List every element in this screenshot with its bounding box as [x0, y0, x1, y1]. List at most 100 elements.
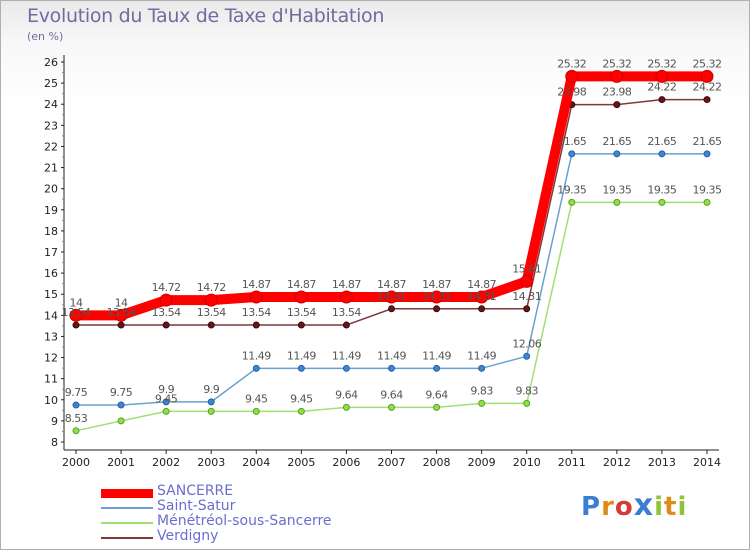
legend-label-saint-satur: Saint-Satur: [157, 498, 236, 514]
data-label-verdigny: 13.54: [62, 306, 91, 319]
data-point-saint-satur: [297, 364, 305, 372]
x-tick-label: 2011: [558, 456, 586, 469]
data-point-menetreol-sous-sancerre: [72, 427, 80, 435]
data-label-verdigny: 23.98: [557, 86, 586, 99]
data-point-saint-satur: [388, 364, 395, 372]
data-point-verdigny: [252, 321, 260, 329]
data-point-menetreol-sous-sancerre: [523, 399, 531, 407]
legend-swatch-saint-satur: [101, 507, 153, 509]
brand-letter: P: [581, 492, 602, 522]
y-tick-label: 23: [44, 119, 58, 132]
data-label-menetreol-sous-sancerre: 9.83: [470, 384, 493, 397]
data-point-menetreol-sous-sancerre: [703, 198, 711, 206]
y-tick-label: 13: [44, 330, 58, 343]
data-point-menetreol-sous-sancerre: [207, 407, 215, 415]
data-label-saint-satur: 21.65: [557, 135, 586, 148]
x-tick-label: 2013: [648, 456, 676, 469]
data-label-sancerre: 14.87: [242, 278, 271, 291]
x-tick-label: 2002: [152, 456, 180, 469]
data-point-verdigny: [342, 321, 350, 329]
data-point-sancerre: [385, 290, 398, 304]
legend-item-sancerre: SANCERRE: [101, 484, 361, 501]
data-point-saint-satur: [342, 364, 350, 372]
data-point-sancerre: [294, 290, 308, 304]
data-point-saint-satur: [568, 150, 576, 158]
data-label-sancerre: 15.61: [512, 262, 541, 275]
y-tick-label: 15: [44, 288, 58, 301]
data-label-verdigny: 14.31: [467, 290, 496, 303]
data-label-saint-satur: 11.49: [377, 349, 406, 362]
data-label-saint-satur: 11.49: [467, 349, 496, 362]
brand-logo: Proxiti: [581, 488, 687, 523]
data-point-saint-satur: [72, 401, 80, 409]
data-point-saint-satur: [703, 150, 711, 158]
data-label-sancerre: 25.32: [647, 57, 676, 70]
data-point-menetreol-sous-sancerre: [162, 407, 170, 415]
data-label-sancerre: 14.87: [422, 278, 451, 291]
data-label-verdigny: 13.54: [242, 306, 271, 319]
data-point-verdigny: [703, 96, 711, 104]
x-tick-label: 2004: [242, 456, 270, 469]
line-chart: 8 9 10 11 12 13 14 15 16 17 18 19 20 21 22 23 24 25 26 2000…: [44, 55, 722, 469]
data-label-verdigny: 24.22: [647, 81, 676, 94]
x-tick-label: 2008: [423, 456, 451, 469]
x-tick-label: 2009: [468, 456, 496, 469]
data-point-menetreol-sous-sancerre: [568, 198, 576, 206]
data-point-menetreol-sous-sancerre: [388, 403, 395, 411]
data-point-sancerre: [249, 290, 263, 304]
y-tick-label: 22: [44, 140, 58, 153]
data-point-verdigny: [297, 321, 305, 329]
data-label-saint-satur: 11.49: [422, 349, 451, 362]
data-point-verdigny: [523, 305, 531, 313]
data-point-sancerre: [655, 69, 669, 83]
data-label-verdigny: 14.31: [422, 290, 451, 303]
data-label-saint-satur: 11.49: [287, 349, 316, 362]
data-point-menetreol-sous-sancerre: [117, 417, 125, 425]
data-label-menetreol-sous-sancerre: 9.64: [425, 388, 448, 401]
brand-letter: i: [654, 492, 665, 522]
data-point-sancerre: [610, 69, 624, 83]
data-point-verdigny: [658, 96, 666, 104]
brand-letter: r: [601, 492, 615, 522]
data-label-menetreol-sous-sancerre: 9.45: [245, 392, 268, 405]
data-label-sancerre: 14.87: [287, 278, 316, 291]
data-label-sancerre: 25.32: [557, 57, 586, 70]
data-label-menetreol-sous-sancerre: 19.35: [602, 183, 631, 196]
y-tick-label: 18: [44, 225, 58, 238]
legend-item-saint-satur: Saint-Satur: [101, 498, 361, 516]
data-label-saint-satur: 11.49: [242, 349, 271, 362]
chart-title: Evolution du Taux de Taxe d'Habitation: [27, 5, 385, 27]
data-label-saint-satur: 9.9: [203, 383, 219, 396]
y-tick-label: 19: [44, 204, 58, 217]
data-label-verdigny: 23.98: [602, 86, 631, 99]
brand-letter: o: [614, 492, 634, 522]
data-label-verdigny: 24.22: [693, 81, 722, 94]
brand-letter: t: [664, 492, 678, 522]
data-point-menetreol-sous-sancerre: [433, 403, 441, 411]
y-tick-label: 16: [44, 267, 58, 280]
data-point-saint-satur: [162, 398, 170, 406]
data-label-menetreol-sous-sancerre: 9.45: [155, 392, 178, 405]
data-label-menetreol-sous-sancerre: 9.64: [335, 388, 358, 401]
data-point-saint-satur: [433, 364, 441, 372]
data-point-saint-satur: [523, 352, 531, 360]
data-label-menetreol-sous-sancerre: 19.35: [557, 183, 586, 196]
data-point-saint-satur: [207, 398, 215, 406]
legend-item-verdigny: Verdigny: [101, 528, 361, 546]
data-point-verdigny: [72, 321, 80, 329]
y-tick-label: 24: [44, 98, 58, 111]
data-point-sancerre: [204, 293, 218, 307]
y-tick-label: 26: [44, 56, 58, 69]
brand-letter: i: [677, 492, 688, 522]
data-point-menetreol-sous-sancerre: [342, 403, 350, 411]
data-label-sancerre: 14: [70, 296, 83, 309]
x-tick-label: 2003: [197, 456, 225, 469]
data-point-saint-satur: [252, 364, 260, 372]
legend-label-verdigny: Verdigny: [157, 528, 219, 544]
data-label-menetreol-sous-sancerre: 8.53: [65, 412, 88, 425]
data-label-menetreol-sous-sancerre: 9.45: [290, 392, 313, 405]
data-point-saint-satur: [478, 364, 486, 372]
data-point-verdigny: [478, 305, 486, 313]
data-label-saint-satur: 11.49: [332, 349, 361, 362]
data-point-sancerre: [520, 274, 534, 288]
